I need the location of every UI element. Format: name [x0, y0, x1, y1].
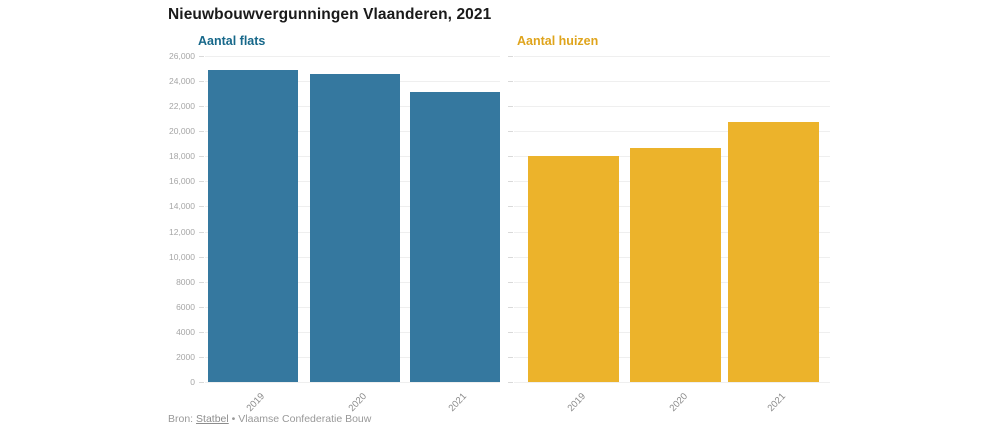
source-prefix: Bron: — [168, 413, 194, 425]
y-tick-mark — [508, 306, 513, 308]
gridline — [205, 382, 500, 383]
y-tick-mark — [508, 81, 513, 83]
y-tick-mark — [199, 181, 204, 183]
y-tick-mark — [508, 156, 513, 158]
y-tick-label: 4000 — [176, 326, 195, 337]
gridline — [514, 106, 830, 108]
y-tick-label: 0 — [190, 377, 195, 387]
y-tick-label: 26,000 — [169, 51, 195, 61]
y-tick-mark — [508, 331, 513, 333]
y-tick-label: 16,000 — [169, 176, 195, 187]
y-tick-label: 24,000 — [169, 76, 195, 87]
y-tick-mark — [508, 231, 513, 233]
y-tick-mark — [199, 382, 204, 383]
y-tick-mark — [199, 56, 204, 57]
source-link[interactable]: Statbel — [196, 413, 229, 425]
gridline — [514, 81, 830, 83]
y-tick-label: 18,000 — [169, 151, 195, 162]
y-tick-label: 12,000 — [169, 226, 195, 237]
y-tick-label: 14,000 — [169, 201, 195, 212]
y-tick-mark — [508, 256, 513, 258]
y-tick-mark — [199, 106, 204, 108]
y-tick-mark — [199, 306, 204, 308]
y-tick-mark — [199, 231, 204, 233]
y-tick-mark — [199, 281, 204, 283]
y-tick-mark — [199, 356, 204, 358]
y-tick-mark — [508, 106, 513, 108]
y-tick-mark — [508, 281, 513, 283]
bar-aantal-huizen-2020 — [630, 147, 721, 382]
chart-title: Nieuwbouwvergunningen Vlaanderen, 2021 — [168, 6, 492, 23]
y-tick-label: 10,000 — [169, 251, 195, 262]
bar-aantal-flats-2021 — [410, 92, 500, 382]
y-tick-label: 6000 — [176, 301, 195, 312]
y-tick-label: 8000 — [176, 276, 195, 287]
source-separator: • — [231, 413, 236, 425]
bar-aantal-flats-2020 — [310, 74, 400, 382]
y-tick-mark — [508, 131, 513, 133]
source-line: Bron: Statbel • Vlaamse Confederatie Bou… — [168, 413, 371, 425]
y-tick-mark — [199, 331, 204, 333]
y-tick-mark — [508, 56, 513, 57]
x-tick-label: 2021 — [765, 391, 788, 414]
bar-aantal-huizen-2019 — [528, 156, 619, 382]
y-tick-label: 2000 — [176, 351, 195, 362]
y-tick-mark — [199, 81, 204, 83]
y-tick-label: 22,000 — [169, 101, 195, 112]
y-tick-mark — [508, 181, 513, 183]
x-tick-label: 2019 — [565, 391, 588, 414]
y-tick-mark — [508, 206, 513, 208]
bar-aantal-flats-2019 — [208, 69, 298, 382]
gridline — [514, 382, 830, 383]
panel-header-aantal-huizen: Aantal huizen — [517, 34, 599, 48]
panel-header-aantal-flats: Aantal flats — [198, 34, 266, 48]
y-tick-mark — [508, 356, 513, 358]
y-tick-mark — [199, 156, 204, 158]
source-suffix: Vlaamse Confederatie Bouw — [238, 413, 372, 425]
gridline — [205, 56, 500, 57]
x-tick-label: 2020 — [667, 391, 690, 414]
y-tick-label: 20,000 — [169, 126, 195, 137]
gridline — [514, 56, 830, 57]
y-tick-mark — [199, 131, 204, 133]
x-tick-label: 2021 — [446, 391, 470, 414]
y-tick-mark — [199, 256, 204, 258]
y-tick-mark — [508, 382, 513, 383]
bar-aantal-huizen-2021 — [728, 122, 819, 382]
y-tick-mark — [199, 206, 204, 208]
gridline — [514, 131, 830, 133]
